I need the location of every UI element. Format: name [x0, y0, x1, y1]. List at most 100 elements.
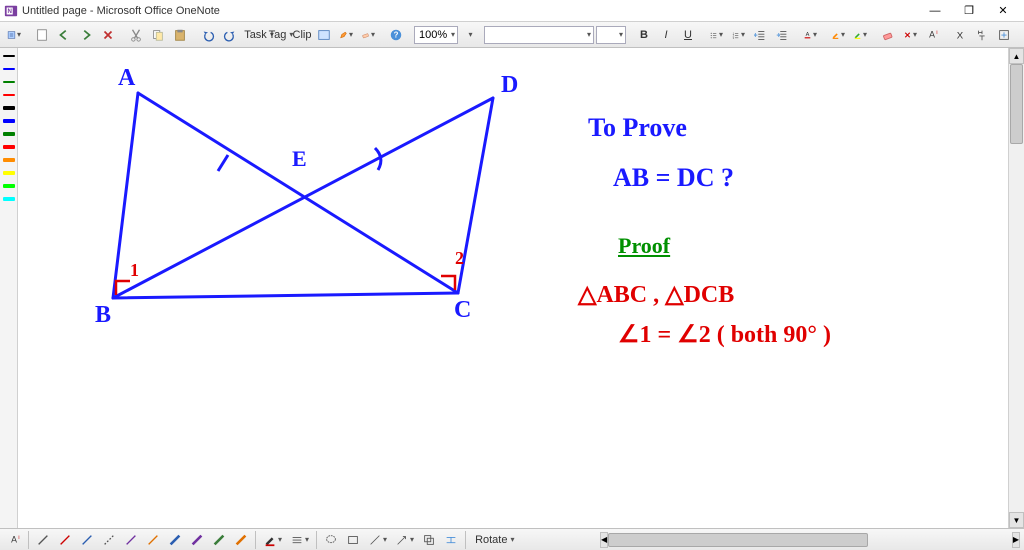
font-color-button[interactable]: A▾ — [800, 25, 820, 45]
pen-swatch[interactable] — [2, 128, 16, 140]
highlighter-button[interactable]: ▾ — [850, 25, 870, 45]
indent-button[interactable] — [772, 25, 792, 45]
pen-swatch[interactable] — [2, 50, 16, 62]
close-button[interactable]: ✕ — [986, 1, 1020, 21]
line-weight-button[interactable]: ▾ — [287, 530, 312, 550]
pen-color-button[interactable]: ▾ — [828, 25, 848, 45]
scroll-right-button[interactable]: ▶ — [1012, 532, 1020, 548]
duplicate-button[interactable] — [419, 530, 439, 550]
note-ab-eq-dc: AB = DC ? — [613, 163, 734, 193]
scroll-track-v[interactable] — [1009, 64, 1024, 512]
line-red-button[interactable] — [55, 530, 75, 550]
nav-back-button[interactable] — [54, 25, 74, 45]
pen-mode-button[interactable]: ▾ — [336, 25, 356, 45]
line-dash-button[interactable] — [99, 530, 119, 550]
minimize-button[interactable]: — — [918, 1, 952, 21]
nav-cancel-button[interactable] — [98, 25, 118, 45]
line-thick-blue-button[interactable] — [165, 530, 185, 550]
eraser-mode-button[interactable]: ▾ — [358, 25, 378, 45]
bold-button[interactable]: B — [634, 25, 654, 45]
nav-forward-button[interactable] — [76, 25, 96, 45]
drawing-canvas[interactable]: A B C D E 1 2 To Prove AB = DC ? Proof △… — [18, 48, 1008, 528]
text-tool-button[interactable]: Ai — [4, 530, 24, 550]
line-color-button[interactable]: ▾ — [260, 530, 285, 550]
superscript-button[interactable] — [972, 25, 992, 45]
vertex-label-c: C — [454, 297, 471, 324]
insert-space-button[interactable] — [994, 25, 1014, 45]
pen-swatch[interactable] — [2, 89, 16, 101]
vertex-label-d: D — [501, 72, 518, 99]
cut-button[interactable] — [126, 25, 146, 45]
pen-swatch[interactable] — [2, 141, 16, 153]
vertical-scrollbar[interactable]: ▲ ▼ — [1008, 48, 1024, 528]
pen-swatch[interactable] — [2, 115, 16, 127]
rotate-button[interactable]: Rotate▾ — [470, 530, 517, 550]
rotate-label: Rotate — [473, 534, 509, 546]
tag-button[interactable]: Tag▾ — [270, 25, 290, 45]
svg-text:A: A — [806, 32, 810, 38]
outdent-button[interactable] — [750, 25, 770, 45]
scroll-left-button[interactable]: ◀ — [600, 532, 608, 548]
task-button[interactable]: Task▾ — [248, 25, 268, 45]
numbering-button[interactable]: 123▾ — [728, 25, 748, 45]
line-blue-button[interactable] — [77, 530, 97, 550]
font-combo[interactable] — [484, 26, 594, 44]
scroll-up-button[interactable]: ▲ — [1009, 48, 1024, 64]
space-tool-button[interactable] — [441, 530, 461, 550]
eraser-button[interactable] — [878, 25, 898, 45]
window-title: Untitled page - Microsoft Office OneNote — [22, 5, 918, 17]
pen-swatch[interactable] — [2, 102, 16, 114]
scroll-thumb-h[interactable] — [608, 533, 868, 547]
pen-swatch[interactable] — [2, 154, 16, 166]
horizontal-scrollbar[interactable]: ◀ ▶ — [600, 532, 1020, 548]
zoom-combo[interactable]: 100% — [414, 26, 458, 44]
paste-button[interactable] — [170, 25, 190, 45]
copy-button[interactable] — [148, 25, 168, 45]
svg-text:i: i — [936, 30, 937, 36]
back-dropdown-button[interactable]: ▾ — [4, 25, 24, 45]
line-tool-button[interactable] — [33, 530, 53, 550]
redo-button[interactable] — [220, 25, 240, 45]
main-toolbar: ▾ Task▾ Tag▾ Clip ▾ ▾ ? 100% ▾ B I U ▾ 1… — [0, 22, 1024, 48]
pen-swatch[interactable] — [2, 193, 16, 205]
scroll-thumb-v[interactable] — [1010, 64, 1023, 144]
bullets-button[interactable]: ▾ — [706, 25, 726, 45]
title-bar: N Untitled page - Microsoft Office OneNo… — [0, 0, 1024, 22]
pen-swatch[interactable] — [2, 167, 16, 179]
italic-button[interactable]: I — [656, 25, 676, 45]
shape-rect-button[interactable] — [343, 530, 363, 550]
nav-page-button[interactable] — [32, 25, 52, 45]
font-size-combo[interactable] — [596, 26, 626, 44]
line-thick-green-button[interactable] — [209, 530, 229, 550]
vertex-label-e: E — [292, 146, 307, 172]
shape-arrow-button[interactable]: ▾ — [392, 530, 417, 550]
vertex-label-b: B — [95, 302, 111, 329]
fullpage-button[interactable] — [314, 25, 334, 45]
maximize-button[interactable]: ❐ — [952, 1, 986, 21]
lasso-button[interactable] — [321, 530, 341, 550]
strikethrough-button[interactable]: X — [950, 25, 970, 45]
clip-button[interactable]: Clip — [292, 25, 312, 45]
undo-button[interactable] — [198, 25, 218, 45]
help-button[interactable]: ? — [386, 25, 406, 45]
note-proof: Proof — [618, 233, 670, 259]
pen-swatch[interactable] — [2, 76, 16, 88]
angle-label-2: 2 — [455, 248, 464, 269]
line-orange-button[interactable] — [143, 530, 163, 550]
zoom-dropdown-button[interactable]: ▾ — [460, 25, 480, 45]
pen-swatch[interactable] — [2, 63, 16, 75]
window-controls: — ❐ ✕ — [918, 1, 1020, 21]
line-thick-purple-button[interactable] — [187, 530, 207, 550]
insert-text-button[interactable]: Ai — [922, 25, 942, 45]
pen-swatch[interactable] — [2, 180, 16, 192]
delete-button[interactable]: ▾ — [900, 25, 920, 45]
shape-line-button[interactable]: ▾ — [365, 530, 390, 550]
underline-button[interactable]: U — [678, 25, 698, 45]
svg-text:A: A — [11, 534, 17, 544]
line-purple-button[interactable] — [121, 530, 141, 550]
toolbar-separator — [465, 531, 466, 549]
svg-text:i: i — [18, 535, 19, 541]
line-thick-orange-button[interactable] — [231, 530, 251, 550]
scroll-down-button[interactable]: ▼ — [1009, 512, 1024, 528]
scroll-track-h[interactable] — [608, 532, 1012, 548]
